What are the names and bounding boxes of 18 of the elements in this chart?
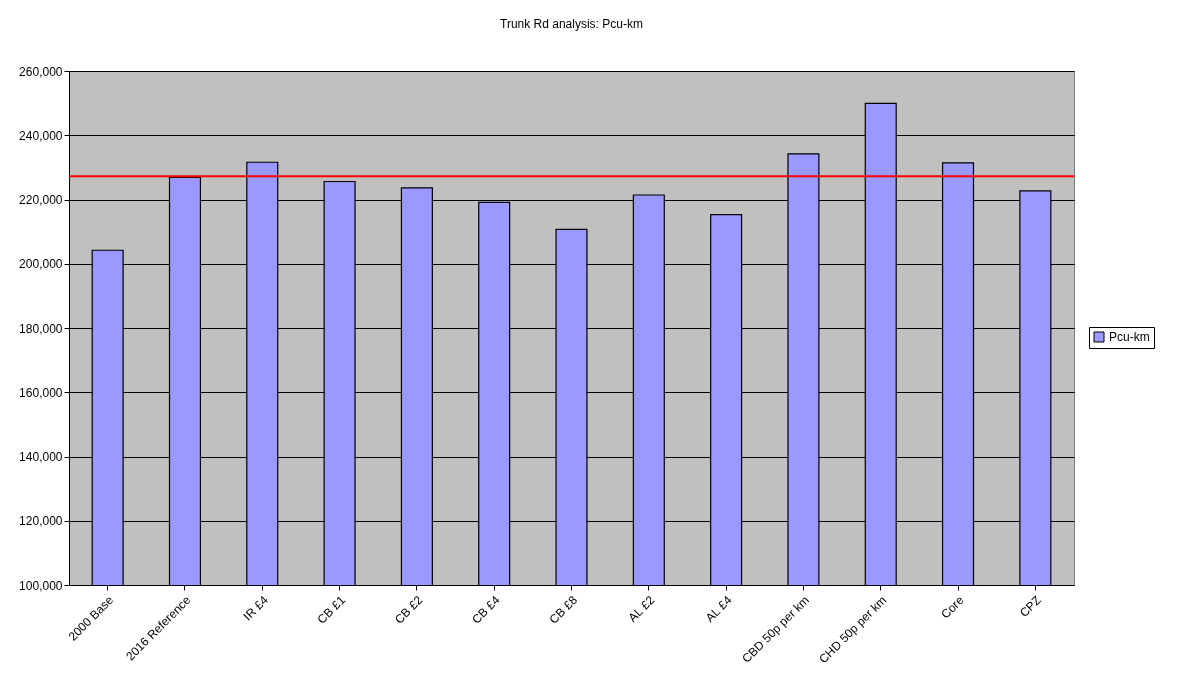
x-tick-label: CB £2 (391, 592, 426, 627)
x-tick-label: CB £8 (546, 592, 581, 627)
x-tick-label: AL £2 (625, 592, 658, 625)
y-tick-label: 260,000 (19, 64, 63, 79)
x-tick-label: CB £1 (314, 592, 349, 627)
x-tick-label: IR £4 (240, 592, 271, 624)
legend-label: Pcu-km (1109, 330, 1150, 344)
y-tick-label: 140,000 (19, 450, 63, 464)
y-tick-label: 160,000 (19, 385, 63, 400)
y-tick-label: 220,000 (19, 193, 63, 207)
x-tick-label: CB £4 (469, 592, 503, 627)
y-tick-label: 200,000 (19, 257, 63, 272)
y-tick-label: 120,000 (19, 514, 63, 529)
x-tick-label: AL £4 (702, 592, 735, 625)
y-tick-label: 240,000 (19, 128, 63, 143)
chart-title: Trunk Rd analysis: Pcu-km (500, 17, 643, 31)
y-tick-label: 100,000 (19, 578, 63, 593)
y-tick-label: 180,000 (19, 321, 63, 336)
